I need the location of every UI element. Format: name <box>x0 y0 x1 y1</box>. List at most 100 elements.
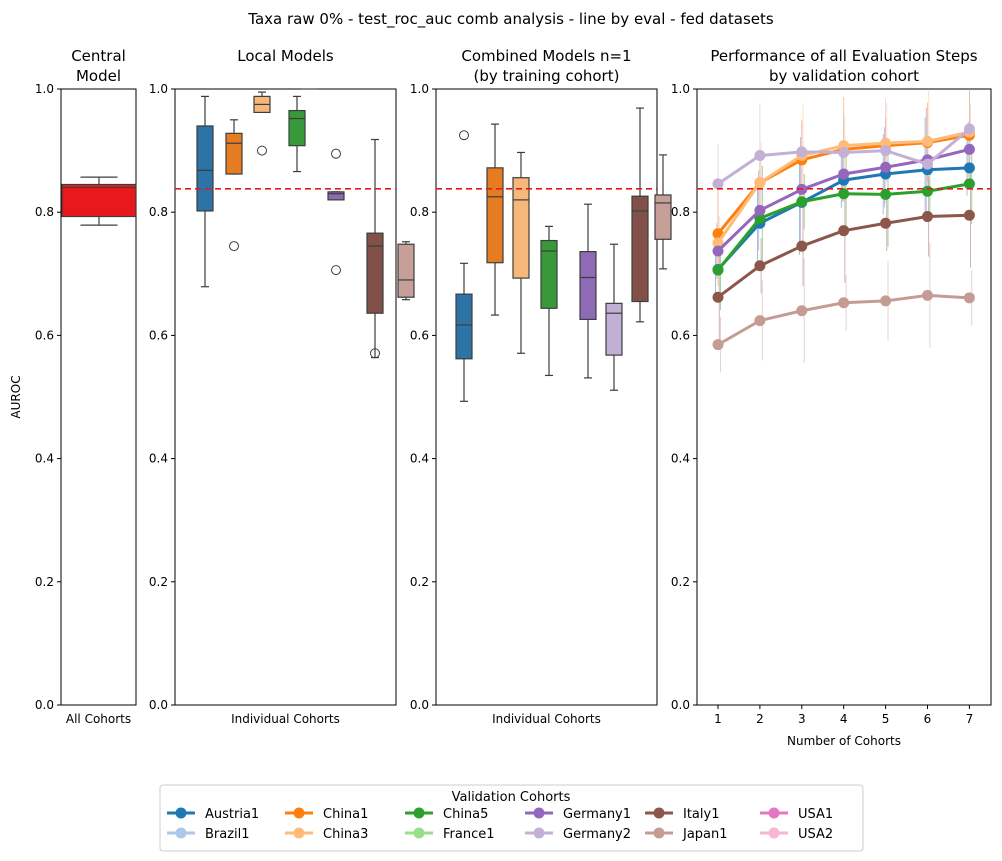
legend-label: Italy1 <box>683 807 719 822</box>
y-tick-label: 1.0 <box>410 82 429 96</box>
series-point <box>838 168 850 180</box>
y-tick-label: 0.6 <box>671 328 690 342</box>
x-tick-label: 7 <box>966 712 974 726</box>
box-body <box>366 232 384 314</box>
series-china5 <box>712 178 975 276</box>
y-tick-label: 0.8 <box>149 205 168 219</box>
series-point <box>838 188 850 200</box>
box-body <box>455 293 473 360</box>
legend-title: Validation Cohorts <box>452 790 571 805</box>
legend-swatch-marker <box>413 807 425 819</box>
panel-title-line: Combined Models n=1 <box>461 47 631 65</box>
series-point <box>796 240 808 252</box>
box-2 <box>225 119 243 252</box>
box-flier <box>331 148 341 159</box>
series-italy1 <box>712 209 975 303</box>
box-3 <box>512 151 530 354</box>
series-point <box>838 225 850 237</box>
panel-1: Central Model 0.0 0.2 0.4 0.6 0.8 1.0 AUROC All C… <box>9 47 137 726</box>
x-axis-label: Individual Cohorts <box>492 712 601 726</box>
x-tick-label: 1 <box>714 712 722 726</box>
legend-item-italy1: Italy1 <box>645 807 719 822</box>
box-flier <box>459 130 469 141</box>
series-point <box>796 146 808 158</box>
panel-3: Combined Models n=1 (by training cohort) 0… <box>410 47 672 726</box>
panel-title-line: Model <box>76 67 121 85</box>
box-body <box>512 177 530 279</box>
x-axis-label: All Cohorts <box>66 712 131 726</box>
series-point <box>963 292 975 304</box>
box-flier <box>229 241 239 252</box>
panel-title-line: (by training cohort) <box>474 67 620 85</box>
series-point <box>963 143 975 155</box>
legend-swatch-marker <box>768 807 780 819</box>
legend: Validation Cohorts Austria1 Brazil1 China1 C… <box>159 784 864 852</box>
box-1 <box>61 176 137 226</box>
box-body <box>540 239 558 309</box>
legend-item-austria1: Austria1 <box>167 807 259 822</box>
series-point <box>880 145 892 157</box>
legend-label: Brazil1 <box>205 827 250 842</box>
legend-swatch-marker <box>533 827 545 839</box>
x-tick-label: 4 <box>840 712 848 726</box>
series-point <box>754 260 766 272</box>
y-tick-label: 1.0 <box>35 82 54 96</box>
figure-suptitle: Taxa raw 0% - test_roc_auc comb analysis… <box>247 10 774 29</box>
legend-label: Germany2 <box>563 827 631 842</box>
legend-label: Germany1 <box>563 807 631 822</box>
y-tick-label: 0.2 <box>671 575 690 589</box>
series-point <box>712 339 724 351</box>
legend-item-brazil1: Brazil1 <box>167 827 250 842</box>
box-body <box>631 195 649 303</box>
axes-frame <box>435 88 658 706</box>
series-point <box>712 291 724 303</box>
box-flier <box>257 145 267 156</box>
y-tick-label: 0.6 <box>35 328 54 342</box>
box-body <box>605 302 623 356</box>
series-point <box>963 209 975 221</box>
y-tick-label: 0.4 <box>410 452 429 466</box>
legend-item-germany1: Germany1 <box>525 807 631 822</box>
series-point <box>838 297 850 309</box>
box-1 <box>455 130 473 402</box>
series-point <box>922 135 933 147</box>
box-1 <box>196 95 214 288</box>
series-point <box>963 123 975 135</box>
series-point <box>712 237 724 249</box>
y-tick-label: 1.0 <box>671 82 690 96</box>
x-axis-label: Number of Cohorts <box>787 734 901 748</box>
y-tick-label: 0.0 <box>410 698 429 712</box>
legend-item-france1: France1 <box>405 827 495 842</box>
box-8 <box>654 154 672 270</box>
series-point <box>963 162 975 174</box>
legend-item-usa1: USA1 <box>760 807 833 822</box>
x-tick-label: 3 <box>798 712 806 726</box>
box-7 <box>397 241 415 301</box>
box-flier <box>370 348 380 359</box>
legend-swatch-marker <box>413 827 425 839</box>
axes-frame <box>60 88 137 706</box>
series-point <box>922 158 933 170</box>
legend-label: China3 <box>323 827 368 842</box>
x-tick-label: 2 <box>756 712 764 726</box>
box-body <box>579 251 597 320</box>
panel-2: Local Models 0.0 0.2 0.4 0.6 0.8 1.0 Individual… <box>149 47 415 726</box>
panel-4: Performance of all Evaluation Steps by va… <box>671 47 992 748</box>
series-point <box>796 196 808 208</box>
y-tick-label: 0.2 <box>410 575 429 589</box>
y-tick-label: 0.0 <box>149 698 168 712</box>
series-point <box>838 146 850 158</box>
box-4 <box>540 225 558 377</box>
y-tick-label: 0.8 <box>671 205 690 219</box>
legend-swatch-marker <box>293 827 305 839</box>
legend-label: China5 <box>443 807 488 822</box>
legend-label: Japan1 <box>682 827 728 842</box>
box-6 <box>605 243 623 391</box>
series-point <box>880 188 892 200</box>
x-tick-label: 5 <box>882 712 890 726</box>
x-axis-label: Individual Cohorts <box>231 712 340 726</box>
box-body <box>327 191 345 201</box>
box-body <box>486 167 504 264</box>
box-5 <box>327 148 345 276</box>
